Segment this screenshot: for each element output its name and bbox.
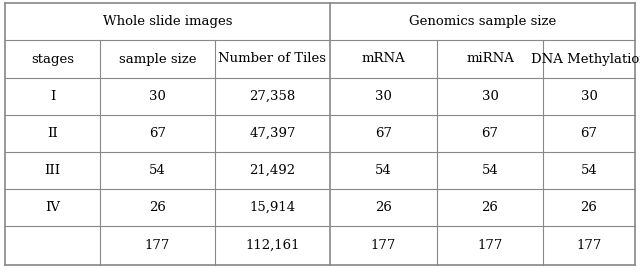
Text: 26: 26: [375, 201, 392, 214]
Text: mRNA: mRNA: [362, 53, 405, 65]
Text: miRNA: miRNA: [466, 53, 514, 65]
Text: Whole slide images: Whole slide images: [103, 15, 232, 28]
Text: 67: 67: [481, 127, 499, 140]
Text: Number of Tiles: Number of Tiles: [218, 53, 326, 65]
Text: 67: 67: [375, 127, 392, 140]
Text: 54: 54: [375, 164, 392, 177]
Text: 30: 30: [580, 90, 597, 103]
Text: DNA Methylation: DNA Methylation: [531, 53, 640, 65]
Text: 177: 177: [371, 239, 396, 252]
Text: 21,492: 21,492: [250, 164, 296, 177]
Text: IV: IV: [45, 201, 60, 214]
Text: stages: stages: [31, 53, 74, 65]
Text: 54: 54: [580, 164, 597, 177]
Text: 30: 30: [149, 90, 166, 103]
Text: 15,914: 15,914: [250, 201, 296, 214]
Text: Genomics sample size: Genomics sample size: [409, 15, 556, 28]
Text: III: III: [44, 164, 61, 177]
Text: 177: 177: [145, 239, 170, 252]
Text: sample size: sample size: [119, 53, 196, 65]
Text: 26: 26: [481, 201, 499, 214]
Text: 67: 67: [580, 127, 598, 140]
Text: 27,358: 27,358: [250, 90, 296, 103]
Text: 54: 54: [149, 164, 166, 177]
Text: 30: 30: [375, 90, 392, 103]
Text: II: II: [47, 127, 58, 140]
Text: 177: 177: [576, 239, 602, 252]
Text: 30: 30: [481, 90, 499, 103]
Text: I: I: [50, 90, 55, 103]
Text: 54: 54: [482, 164, 499, 177]
Text: 112,161: 112,161: [245, 239, 300, 252]
Text: 26: 26: [149, 201, 166, 214]
Text: 47,397: 47,397: [249, 127, 296, 140]
Text: 67: 67: [149, 127, 166, 140]
Text: 177: 177: [477, 239, 502, 252]
Text: 26: 26: [580, 201, 597, 214]
